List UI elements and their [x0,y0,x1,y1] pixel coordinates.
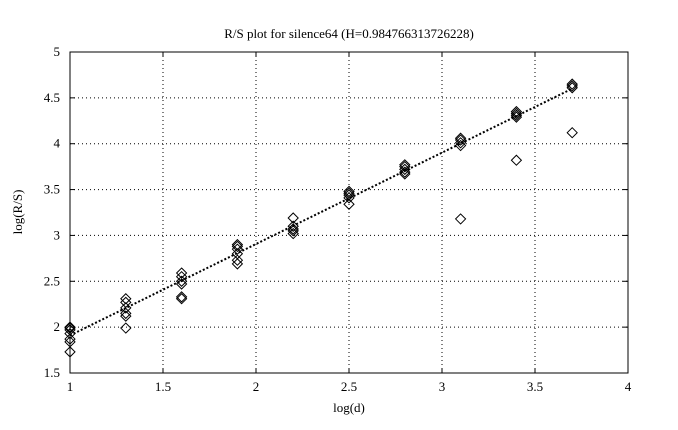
data-point-diamond [399,160,411,173]
data-point-diamond [175,267,188,279]
data-point-diamond [175,278,188,290]
data-point-diamond [175,270,188,283]
y-tick-label: 5 [54,44,61,59]
y-axis-title: log(R/S) [10,190,25,235]
data-point-diamond [287,227,299,240]
data-point-diamond [120,302,132,314]
data-point-diamond [231,258,244,270]
data-point-diamond [287,225,299,237]
data-point-diamond [343,189,355,201]
data-point-diamond [454,134,467,146]
data-point-diamond [64,333,76,345]
data-point-diamond [175,275,188,287]
y-tick-label: 2 [54,319,61,334]
data-point-diamond [399,163,411,176]
y-tick-label: 3 [54,227,61,242]
data-point-diamond [64,322,76,334]
data-point-diamond [510,107,523,120]
data-point-diamond [231,240,244,253]
data-point-diamond [231,238,244,251]
chart-title: R/S plot for silence64 (H=0.984766313726… [224,26,474,41]
data-point-diamond [64,324,76,336]
y-tick-labels: 1.5 2 2.5 3 3.5 4 4.5 5 [44,44,61,380]
y-tick-label: 4.5 [44,90,60,105]
data-point-diamond [454,132,467,144]
data-point-diamond [510,105,523,118]
data-point-diamond [343,192,355,204]
y-tick-label: 1.5 [44,365,60,380]
x-axis-title: log(d) [333,400,365,415]
x-tick-labels: 1 1.5 2 2.5 3 3.5 4 [67,379,632,394]
grid-lines [70,52,628,373]
data-point-diamond [120,296,132,309]
x-tick-label: 3.5 [527,379,543,394]
data-point-diamond [343,185,355,198]
y-tick-label: 3.5 [44,182,60,197]
x-tick-label: 1 [67,379,74,394]
data-point-diamond [287,212,299,224]
data-point-diamond [399,166,411,178]
y-tick-label: 2.5 [44,273,60,288]
x-tick-label: 4 [625,379,632,394]
regression-fit-line [69,87,573,337]
data-point-diamond [566,80,578,92]
data-point-diamond [510,111,523,123]
data-point-diamond [454,139,467,152]
data-point-diamond [454,137,467,149]
data-point-diamond [566,127,578,139]
y-tick-label: 4 [54,136,61,151]
data-point-diamond [399,168,411,180]
data-point-diamond [231,243,244,255]
data-point-diamond [566,78,578,90]
x-tick-label: 1.5 [155,379,171,394]
axis-ticks [69,51,629,374]
data-point-diamond [399,159,411,171]
data-point-diamond [175,291,188,303]
data-point-diamond [64,327,76,340]
data-point-diamond [287,220,299,232]
data-point-diamond [120,322,132,334]
x-tick-label: 2.5 [341,379,357,394]
data-point-diamond [231,254,244,266]
data-points [64,78,578,358]
data-point-diamond [64,321,76,333]
data-point-diamond [175,293,188,305]
data-point-diamond [510,109,523,121]
x-tick-label: 3 [439,379,446,394]
data-point-diamond [343,187,355,199]
data-point-diamond [287,223,299,235]
data-point-diamond [510,154,523,166]
data-point-diamond [343,198,355,210]
x-tick-label: 2 [253,379,260,394]
data-point-diamond [120,293,132,305]
data-point-diamond [120,310,132,322]
data-point-diamond [64,346,76,358]
data-point-diamond [566,82,578,94]
data-point-diamond [454,213,467,225]
data-point-diamond [120,307,132,320]
